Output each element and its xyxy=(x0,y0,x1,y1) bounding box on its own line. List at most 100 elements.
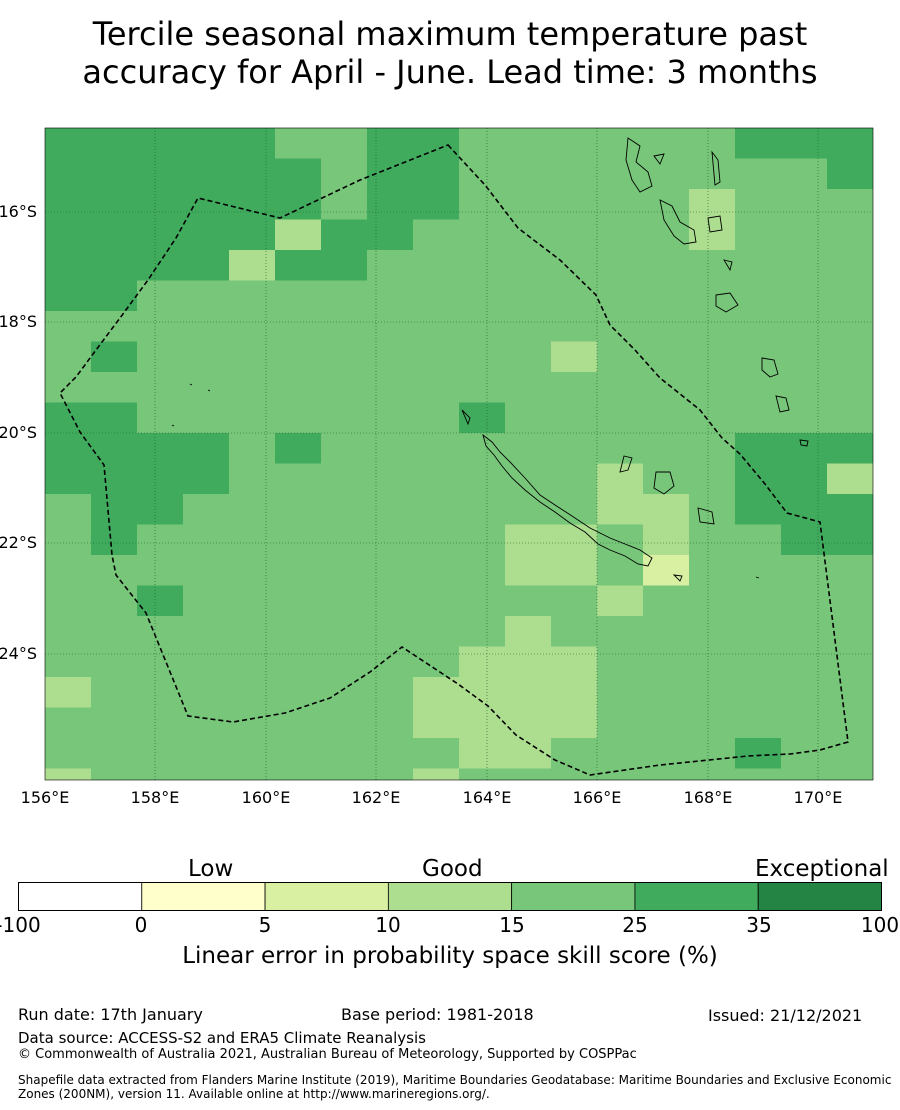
grid-cell xyxy=(321,433,368,465)
grid-cell xyxy=(321,341,368,373)
grid-cell xyxy=(275,646,322,678)
grid-cell xyxy=(781,677,828,709)
colorbar-segment xyxy=(511,882,636,911)
grid-cell xyxy=(597,494,644,526)
colorbar-segment xyxy=(634,882,759,911)
colorbar-segment xyxy=(757,882,882,911)
grid-cell xyxy=(827,219,873,251)
grid-cell xyxy=(827,585,873,617)
grid-cell xyxy=(597,433,644,465)
grid-cell xyxy=(459,707,506,739)
grid-cell xyxy=(873,586,900,617)
grid-cell xyxy=(413,494,460,526)
grid-cell xyxy=(367,463,414,495)
grid-cell xyxy=(183,738,230,770)
grid-cell xyxy=(229,555,276,587)
grid-cell xyxy=(459,768,506,780)
grid-cell xyxy=(873,464,900,495)
grid-cell xyxy=(45,189,92,221)
grid-cell xyxy=(551,646,598,678)
grid-cell xyxy=(781,494,828,526)
grid-cell xyxy=(643,341,690,373)
grid-cell xyxy=(91,707,138,739)
grid-cell xyxy=(827,311,873,343)
grid-cell xyxy=(689,463,736,495)
grid-cell xyxy=(321,616,368,648)
grid-cell xyxy=(413,128,460,160)
grid-cell xyxy=(735,707,782,739)
grid-cell xyxy=(91,646,138,678)
grid-cell xyxy=(321,219,368,251)
grid-cell xyxy=(183,189,230,221)
grid-cell xyxy=(275,158,322,190)
colorbar-segment xyxy=(141,882,266,911)
grid-cell xyxy=(689,341,736,373)
grid-cell xyxy=(689,524,736,556)
category-exceptional: Exceptional xyxy=(755,856,889,882)
grid-cell xyxy=(735,738,782,770)
grid-cell xyxy=(597,311,644,343)
grid-cell xyxy=(183,524,230,556)
grid-cell xyxy=(459,555,506,587)
grid-cell xyxy=(183,463,230,495)
grid-cell xyxy=(91,677,138,709)
lat-label: 18°S xyxy=(0,312,37,331)
vanuatu-ambae xyxy=(653,153,665,165)
grid-cell xyxy=(183,768,230,780)
grid-cell xyxy=(45,463,92,495)
grid-cell xyxy=(643,585,690,617)
grid-cell xyxy=(91,402,138,434)
colorbar-tick: 15 xyxy=(499,913,525,937)
grid-cell xyxy=(413,341,460,373)
grid-cell xyxy=(873,616,900,647)
grid-cell xyxy=(827,463,873,495)
grid-cell xyxy=(781,250,828,282)
grid-cell xyxy=(275,280,322,312)
grid-cell xyxy=(689,372,736,404)
grid-cell xyxy=(643,219,690,251)
grid-cell xyxy=(827,433,873,465)
grid-cell xyxy=(781,524,828,556)
grid-cell xyxy=(45,158,92,190)
grid-cell xyxy=(827,189,873,221)
grid-cell xyxy=(597,646,644,678)
grid-cell xyxy=(137,768,184,780)
grid-cell xyxy=(597,219,644,251)
issued-date: Issued: 21/12/2021 xyxy=(708,1006,863,1025)
grid-cell xyxy=(873,128,900,159)
grid-cell xyxy=(229,341,276,373)
grid-cell xyxy=(505,433,552,465)
grid-cell xyxy=(643,250,690,282)
grid-cell xyxy=(229,585,276,617)
lon-label: 160°E xyxy=(242,788,291,807)
grid-cell xyxy=(229,128,276,160)
grid-cell xyxy=(551,372,598,404)
grid-cell xyxy=(551,341,598,373)
grid-cell xyxy=(827,402,873,434)
grid-cell xyxy=(229,280,276,312)
grid-cell xyxy=(321,402,368,434)
grid-cell xyxy=(91,219,138,251)
grid-cell xyxy=(597,250,644,282)
grid-cell xyxy=(91,768,138,780)
grid-cell xyxy=(781,158,828,190)
grid-cell xyxy=(413,280,460,312)
grid-cell xyxy=(643,372,690,404)
grid-cell xyxy=(597,738,644,770)
grid-cell xyxy=(367,372,414,404)
grid-cell xyxy=(321,128,368,160)
grid-cell xyxy=(91,372,138,404)
grid-cell xyxy=(643,616,690,648)
title-line-1: Tercile seasonal maximum temperature pas… xyxy=(92,15,808,53)
grid-cell xyxy=(505,189,552,221)
grid-cell xyxy=(275,555,322,587)
grid-cell xyxy=(827,280,873,312)
grid-cell xyxy=(505,280,552,312)
grid-cell xyxy=(91,585,138,617)
grid-cell xyxy=(827,646,873,678)
grid-cell xyxy=(459,524,506,556)
grid-cell xyxy=(45,616,92,648)
grid-cell xyxy=(873,281,900,312)
grid-cell xyxy=(735,463,782,495)
grid-cell xyxy=(781,463,828,495)
